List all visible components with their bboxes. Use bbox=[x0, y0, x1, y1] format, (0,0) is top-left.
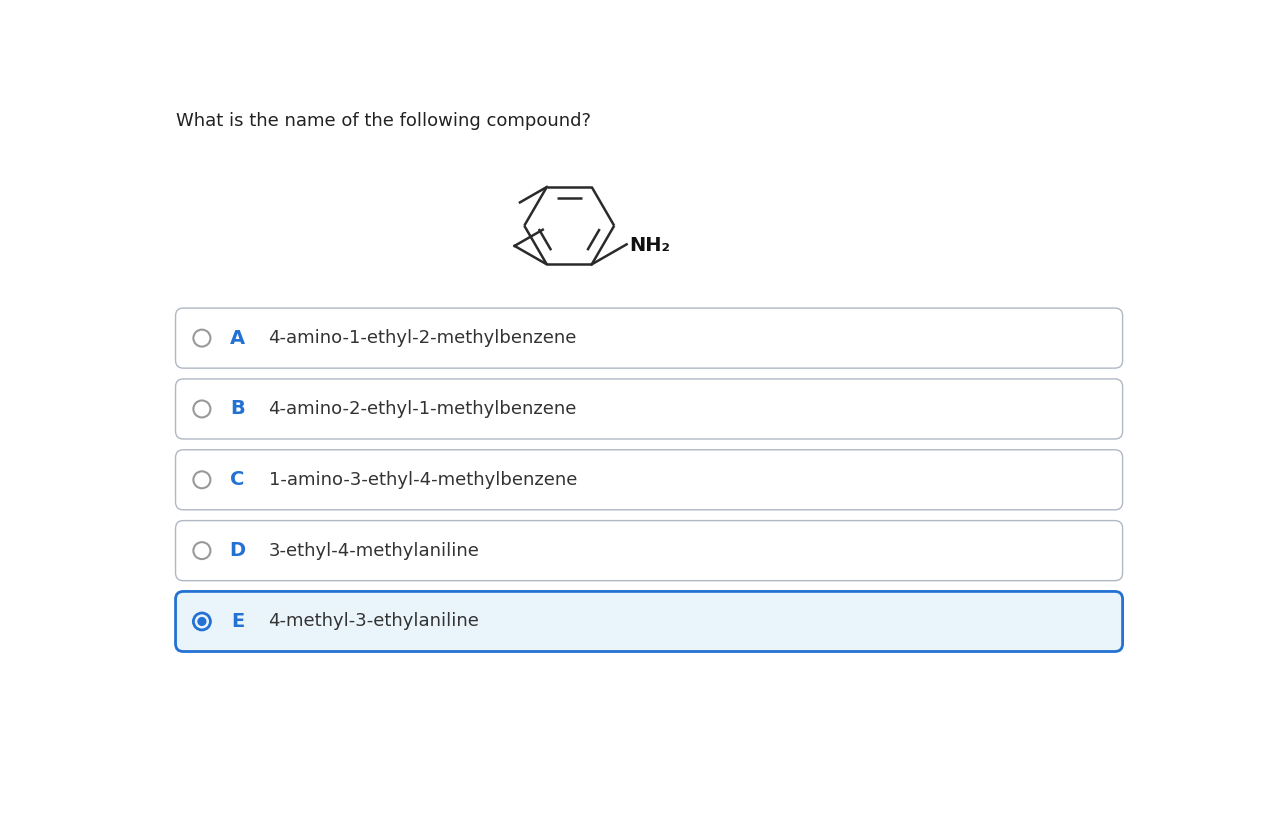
FancyBboxPatch shape bbox=[175, 379, 1122, 439]
Text: 4-amino-1-ethyl-2-methylbenzene: 4-amino-1-ethyl-2-methylbenzene bbox=[269, 329, 577, 347]
Text: What is the name of the following compound?: What is the name of the following compou… bbox=[175, 113, 591, 131]
Text: 3-ethyl-4-methylaniline: 3-ethyl-4-methylaniline bbox=[269, 542, 479, 560]
FancyBboxPatch shape bbox=[175, 450, 1122, 510]
Circle shape bbox=[198, 617, 205, 626]
Text: E: E bbox=[231, 612, 245, 631]
Text: 4-amino-2-ethyl-1-methylbenzene: 4-amino-2-ethyl-1-methylbenzene bbox=[269, 400, 577, 418]
FancyBboxPatch shape bbox=[175, 592, 1122, 652]
Text: D: D bbox=[230, 541, 246, 560]
Text: 4-methyl-3-ethylaniline: 4-methyl-3-ethylaniline bbox=[269, 612, 479, 630]
FancyBboxPatch shape bbox=[175, 308, 1122, 368]
FancyBboxPatch shape bbox=[175, 520, 1122, 580]
Text: C: C bbox=[231, 470, 245, 489]
Text: B: B bbox=[231, 399, 245, 418]
Text: NH₂: NH₂ bbox=[629, 236, 670, 255]
Text: A: A bbox=[230, 329, 245, 348]
Text: 1-amino-3-ethyl-4-methylbenzene: 1-amino-3-ethyl-4-methylbenzene bbox=[269, 471, 577, 489]
